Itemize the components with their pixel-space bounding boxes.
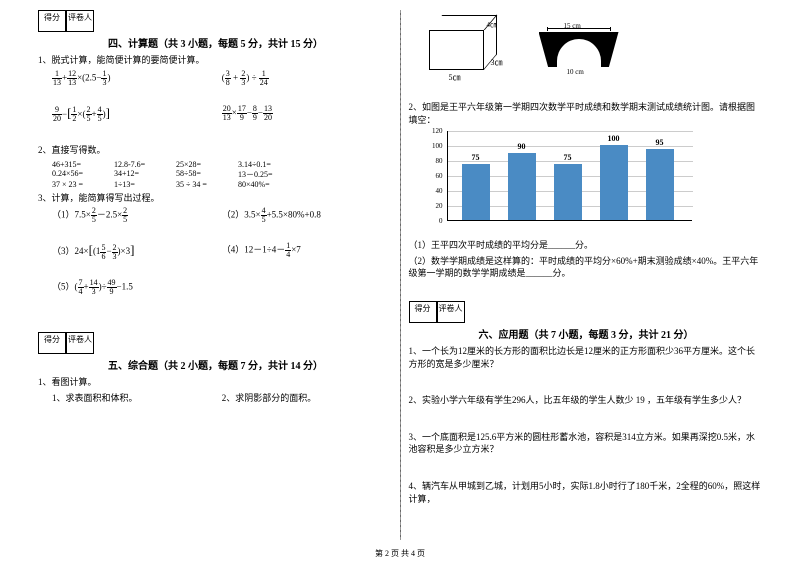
q4-2: 2、直接写得数。 [38, 144, 392, 157]
q4-3-row2: （3）24×[(156−23)×3] （4）12－1÷4－14×7 [38, 242, 392, 260]
q6-4: 4、辆汽车从甲城到乙城，计划用5小时，实际1.8小时行了180千米，2全程的60… [409, 480, 763, 505]
cube-width: 3㎝ [491, 57, 503, 68]
bar-label: 75 [554, 153, 582, 162]
q4-1: 1、脱式计算，能简便计算的要简便计算。 [38, 54, 392, 67]
q4-3-4: （4）12－1÷4－14×7 [222, 242, 392, 260]
right-column: 4㎝ 3㎝ 5㎝ 15 cm 10 cm 2、如图是王平六年级第一学期四次数学平… [401, 10, 771, 540]
bar [646, 149, 674, 220]
left-column: 得分 评卷人 四、计算题（共 3 小题，每题 5 分，共计 15 分） 1、脱式… [30, 10, 400, 540]
expr-1b: (38 + 23) ÷ 124 [222, 70, 392, 87]
q4-3-row1: （1）7.5×25－2.5×25 （2）3.5×45+5.5×80%+0.8 [38, 207, 392, 224]
expr-2a: 920−[12×(25+45)] [52, 105, 222, 123]
figures-row: 4㎝ 3㎝ 5㎝ 15 cm 10 cm [409, 10, 763, 80]
q6-3: 3、一个底面积是125.6平方米的圆柱形蓄水池，容积是314立方米。如果再深挖0… [409, 431, 763, 456]
cube-depth: 5㎝ [449, 72, 461, 83]
q6-2: 2、实验小学六年级有学生296人，比五年级的学生人数少 19 ，五年级有学生多少… [409, 394, 763, 407]
expr-2b: 2013×179−89−1320 [222, 105, 392, 123]
q4-2-grid: 46+315=12.8-7.6=25×28=3.14÷0.1= 0.24×56=… [38, 160, 392, 189]
chart-sub2: （2）数学学期成绩是这样算的：平时成绩的平均分×60%+期末测验成绩×40%。王… [409, 255, 763, 280]
expr-row-2: 920−[12×(25+45)] 2013×179−89−1320 [38, 105, 392, 123]
bar [600, 145, 628, 220]
bar [554, 164, 582, 220]
bar [508, 153, 536, 221]
arch-bot-label: 10 cm [567, 68, 584, 76]
score-cell: 得分 [38, 10, 66, 32]
arch-figure: 15 cm 10 cm [539, 20, 629, 75]
expr-row-1: 113+1213×(2.5−13) (38 + 23) ÷ 124 [38, 70, 392, 87]
q4-3-3: （3）24×[(156−23)×3] [52, 242, 222, 260]
score-box-5: 得分 评卷人 [38, 332, 392, 354]
cube-figure: 4㎝ 3㎝ 5㎝ [429, 15, 509, 75]
q5-1b: 2、求阴影部分的面积。 [222, 391, 392, 404]
bar [462, 164, 490, 220]
bar-label: 95 [646, 138, 674, 147]
section-5-title: 五、综合题（共 2 小题，每题 7 分，共计 14 分） [108, 357, 392, 372]
chart-question: 2、如图是王平六年级第一学期四次数学平时成绩和数学期末测试成绩统计图。请根据图填… [409, 101, 763, 126]
cube-height: 4㎝ [487, 20, 498, 30]
grader-cell: 评卷人 [66, 10, 94, 32]
score-box: 得分 评卷人 [38, 10, 392, 32]
score-box-6: 得分 评卷人 [409, 301, 763, 323]
q4-3: 3、计算，能简算得写出过程。 [38, 192, 392, 205]
bar-chart: 75907510095 020406080100120 [419, 131, 699, 236]
section-6-title: 六、应用题（共 7 小题，每题 3 分，共计 21 分） [479, 326, 763, 341]
section-4-title: 四、计算题（共 3 小题，每题 5 分，共计 15 分） [108, 35, 392, 50]
expr-1a: 113+1213×(2.5−13) [52, 70, 222, 87]
page-footer: 第 2 页 共 4 页 [0, 548, 800, 559]
q5-1-sub: 1、求表面积和体积。 2、求阴影部分的面积。 [38, 391, 392, 404]
q5-1a: 1、求表面积和体积。 [52, 391, 222, 404]
q4-3-1: （1）7.5×25－2.5×25 [52, 207, 222, 224]
bar-label: 75 [462, 153, 490, 162]
bar-label: 100 [600, 134, 628, 143]
q4-3-2: （2）3.5×45+5.5×80%+0.8 [222, 207, 392, 224]
q5-1: 1、看图计算。 [38, 376, 392, 389]
chart-sub1: （1）王平四次平时成绩的平均分是______分。 [409, 239, 763, 252]
bar-label: 90 [508, 142, 536, 151]
q4-3-5: （5）(74+143)÷499−1.5 [38, 279, 392, 296]
q6-1: 1、一个长为12厘米的长方形的面积比边长是12厘米的正方形面积少36平方厘米。这… [409, 345, 763, 370]
